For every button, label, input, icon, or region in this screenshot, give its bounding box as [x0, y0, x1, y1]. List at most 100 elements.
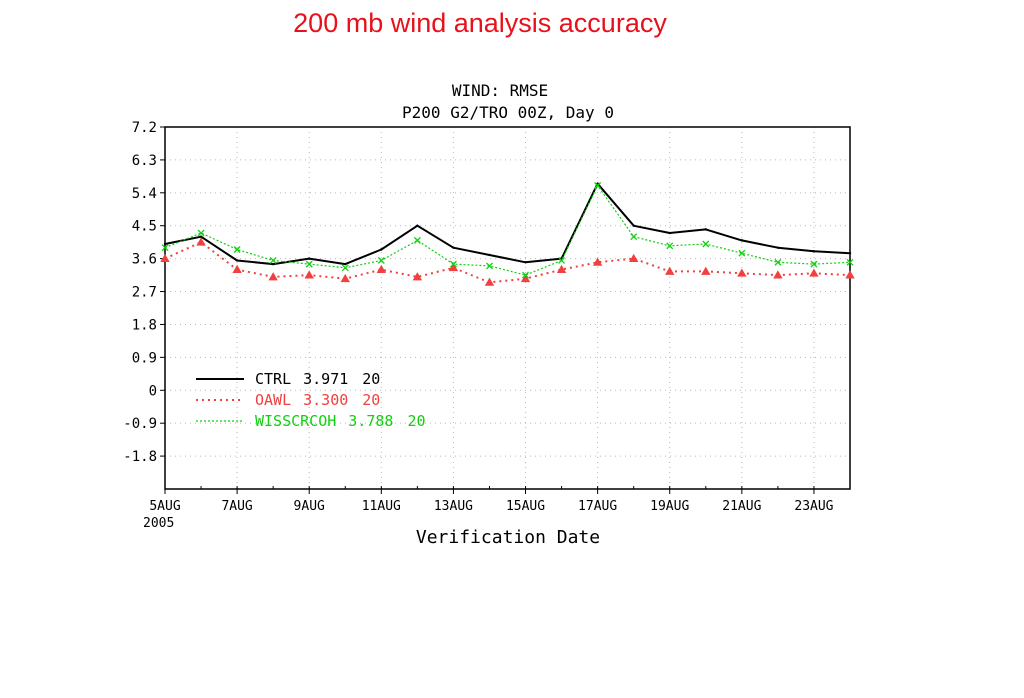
legend-series-name: OAWL	[255, 391, 291, 409]
data-point-oawl	[448, 262, 459, 272]
plot-frame	[164, 126, 851, 490]
y-tick-label: 3.6	[132, 252, 157, 268]
data-point-wisscrcoh	[738, 249, 746, 257]
y-tick-label: 7.2	[132, 120, 157, 136]
data-point-oawl	[304, 270, 314, 279]
y-tick-label: 4.5	[132, 219, 157, 235]
data-point-oawl	[196, 237, 206, 246]
data-point-wisscrcoh	[594, 182, 602, 189]
data-point-oawl	[628, 253, 639, 263]
data-point-ctrl	[524, 261, 527, 264]
data-point-wisscrcoh	[774, 258, 782, 266]
data-point-oawl	[484, 277, 495, 286]
data-point-oawl	[592, 257, 603, 266]
data-point-wisscrcoh	[810, 260, 818, 268]
series-line-wisscrcoh	[164, 184, 851, 276]
data-point-wisscrcoh	[522, 271, 529, 279]
data-point-wisscrcoh	[666, 242, 674, 250]
legend-series-name: CTRL	[255, 370, 291, 388]
data-point-wisscrcoh	[449, 260, 457, 268]
data-point-ctrl	[163, 242, 167, 246]
data-point-oawl	[701, 266, 711, 275]
data-point-wisscrcoh	[341, 264, 349, 272]
data-point-wisscrcoh	[197, 229, 205, 237]
x-tick-label: 15AUG	[506, 499, 545, 514]
data-point-ctrl	[344, 262, 347, 266]
data-point-wisscrcoh	[558, 257, 566, 264]
legend-label-oawl: OAWL 3.300 20	[255, 391, 380, 409]
y-tick-label: 0.9	[132, 350, 157, 366]
data-point-ctrl	[488, 253, 491, 257]
data-point-oawl	[845, 270, 855, 279]
legend-series-mean: 3.971	[303, 370, 348, 388]
data-point-wisscrcoh	[486, 262, 493, 270]
data-point-wisscrcoh	[630, 233, 638, 241]
legend-series-count: 20	[362, 391, 380, 409]
data-point-oawl	[160, 253, 170, 263]
data-point-oawl	[268, 272, 278, 281]
x-tick-label: 13AUG	[434, 499, 473, 514]
legend-series-name: WISSCRCOH	[255, 412, 336, 430]
data-point-ctrl	[380, 248, 383, 251]
y-tick-label: -0.9	[123, 416, 157, 432]
data-point-oawl	[376, 264, 387, 274]
x-tick-label: 9AUG	[294, 499, 325, 514]
data-point-ctrl	[199, 235, 203, 238]
data-point-ctrl	[812, 250, 816, 253]
y-tick-label: 1.8	[132, 317, 157, 333]
data-point-wisscrcoh	[846, 258, 854, 266]
y-tick-label: 6.3	[132, 153, 157, 169]
legend-series-count: 20	[362, 370, 380, 388]
grid-lines	[165, 127, 850, 489]
x-axis-label: Verification Date	[416, 527, 600, 548]
data-point-ctrl	[416, 224, 419, 227]
data-point-ctrl	[848, 251, 852, 255]
legend-series-mean: 3.788	[348, 412, 393, 430]
chart-title: WIND: RMSE	[452, 81, 548, 100]
data-point-ctrl	[776, 246, 780, 249]
data-point-ctrl	[704, 228, 707, 231]
x-tick-label: 19AUG	[650, 499, 689, 514]
data-point-wisscrcoh	[233, 246, 241, 253]
legend-label-wisscrcoh: WISSCRCOH 3.788 20	[255, 412, 426, 430]
data-point-oawl	[520, 273, 531, 283]
y-tick-label: 2.7	[132, 285, 157, 301]
data-point-ctrl	[740, 239, 744, 242]
x-tick-label: 21AUG	[722, 499, 761, 514]
data-point-oawl	[773, 270, 783, 279]
data-point-wisscrcoh	[413, 236, 421, 244]
y-tick-label: -1.8	[123, 449, 157, 465]
slide-title: 200 mb wind analysis accuracy	[293, 8, 667, 38]
legend-series-count: 20	[407, 412, 425, 430]
y-tick-label: 0	[149, 383, 157, 399]
legend-label-ctrl: CTRL 3.971 20	[255, 370, 380, 388]
x-tick-label: 23AUG	[794, 499, 833, 514]
x-tick-label: 5AUG	[149, 499, 180, 514]
data-point-ctrl	[668, 231, 671, 235]
axes: 7.2 6.3 5.4 4.5 3.6 2.7 1.8 0.9 0 -0.9 -1.8 5AUG 7AU…	[123, 120, 851, 514]
data-point-oawl	[340, 273, 350, 283]
data-point-oawl	[665, 266, 675, 275]
data-point-oawl	[809, 268, 819, 277]
x-axis-year-label: 2005	[143, 516, 174, 531]
data-point-ctrl	[452, 246, 455, 249]
data-point-oawl	[232, 264, 242, 274]
data-point-wisscrcoh	[702, 240, 710, 248]
legend-series-mean: 3.300	[303, 391, 348, 409]
data-point-ctrl	[308, 257, 311, 260]
series-line-oawl	[164, 241, 851, 284]
y-tick-label: 5.4	[132, 186, 157, 202]
x-tick-label: 7AUG	[221, 499, 252, 514]
series-lines	[160, 182, 855, 286]
data-point-ctrl	[235, 259, 239, 262]
data-point-wisscrcoh	[161, 244, 169, 252]
data-point-oawl	[737, 268, 747, 277]
data-point-ctrl	[271, 262, 275, 266]
data-point-ctrl	[632, 224, 635, 227]
series-line-ctrl	[164, 182, 851, 266]
x-tick-label: 17AUG	[578, 499, 617, 514]
data-point-wisscrcoh	[377, 257, 385, 264]
data-point-oawl	[412, 272, 423, 281]
data-point-wisscrcoh	[305, 260, 313, 268]
